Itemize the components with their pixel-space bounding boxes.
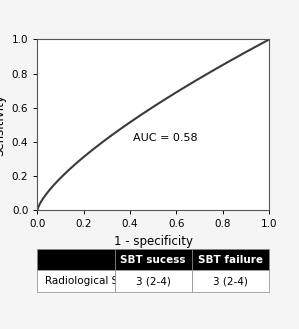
- Text: AUC = 0.58: AUC = 0.58: [132, 134, 197, 143]
- X-axis label: 1 - specificity: 1 - specificity: [114, 235, 193, 248]
- Y-axis label: Sensitivity: Sensitivity: [0, 94, 6, 156]
